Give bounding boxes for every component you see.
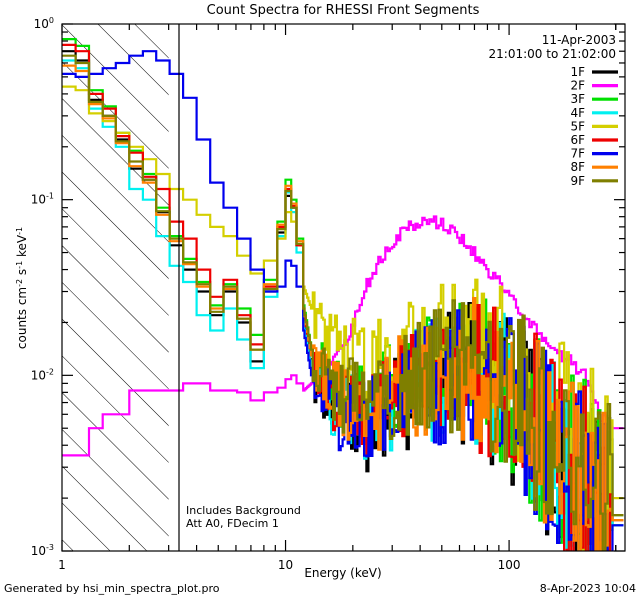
legend-label-4f: 4F bbox=[570, 106, 585, 120]
legend-label-3f: 3F bbox=[570, 92, 585, 106]
spectrum-line-8f bbox=[62, 64, 624, 551]
legend-label-9f: 9F bbox=[570, 174, 585, 188]
x-tick-label-1: 1 bbox=[58, 558, 66, 572]
y-tick-label-1e-3: 10-3 bbox=[31, 543, 54, 558]
annotation-includes-background: Includes Background bbox=[186, 504, 301, 517]
legend-label-6f: 6F bbox=[570, 133, 585, 147]
legend-label-7f: 7F bbox=[570, 147, 585, 161]
footer-right-timestamp: 8-Apr-2023 10:04 bbox=[540, 582, 636, 595]
axis-tick-labels: 1 10 100 100 10-1 10-2 10-3 bbox=[31, 16, 521, 572]
x-tick-label-10: 10 bbox=[278, 558, 293, 572]
x-tick-label-100: 100 bbox=[498, 558, 521, 572]
observation-date-label: 11-Apr-2003 bbox=[542, 33, 616, 47]
spectrum-line-9f bbox=[62, 54, 624, 551]
legend-label-2f: 2F bbox=[570, 79, 585, 93]
y-tick-label-1e-1: 10-1 bbox=[31, 192, 54, 207]
ylabel-part-3: -1 bbox=[15, 261, 24, 269]
ylabel-part-2: s bbox=[15, 269, 29, 279]
y-axis-label: counts cm-2 s-1 keV-1 bbox=[15, 227, 29, 349]
ylabel-part-1: -2 bbox=[15, 279, 24, 287]
ylabel-part-4: keV bbox=[15, 234, 29, 261]
hatched-low-energy-region bbox=[62, 24, 169, 551]
annotation-attenuator-state: Att A0, FDecim 1 bbox=[186, 517, 279, 530]
y-tick-label-1e0: 100 bbox=[34, 16, 54, 31]
observation-time-range-label: 21:01:00 to 21:02:00 bbox=[489, 47, 616, 61]
svg-text:counts cm-2 s-1 keV-1: counts cm-2 s-1 keV-1 bbox=[15, 227, 29, 349]
x-axis-label: Energy (keV) bbox=[304, 566, 381, 580]
axis-frame bbox=[61, 23, 626, 552]
legend-label-5f: 5F bbox=[570, 119, 585, 133]
axis-ticks bbox=[61, 23, 625, 552]
y-tick-label-1e-2: 10-2 bbox=[31, 367, 54, 382]
footer-left-generated-by: Generated by hsi_min_spectra_plot.pro bbox=[4, 582, 220, 595]
legend-label-8f: 8F bbox=[570, 160, 585, 174]
ylabel-part-0: counts cm bbox=[15, 287, 29, 349]
spectra-curves bbox=[62, 38, 624, 551]
ylabel-part-5: -1 bbox=[15, 227, 24, 235]
legend-label-1f: 1F bbox=[570, 65, 585, 79]
chart-title: Count Spectra for RHESSI Front Segments bbox=[207, 3, 480, 18]
